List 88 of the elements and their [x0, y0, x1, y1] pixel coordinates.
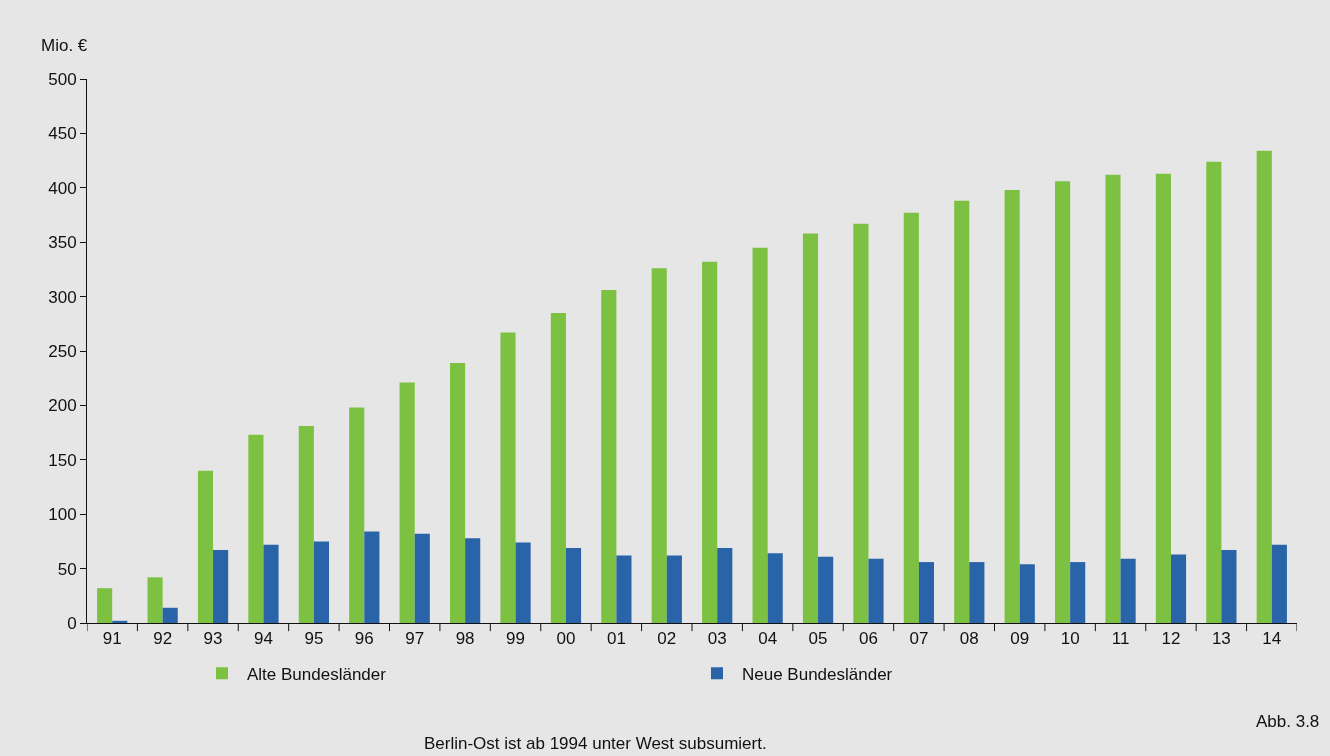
bar [465, 538, 481, 623]
bar [248, 434, 264, 623]
x-tick-label: 97 [405, 629, 425, 649]
bar [112, 620, 128, 623]
x-tick-label: 11 [1111, 629, 1130, 649]
bar [313, 541, 329, 623]
x-tick-label: 12 [1161, 629, 1181, 649]
bar [1221, 550, 1237, 623]
bar [903, 212, 919, 623]
x-tick-label: 95 [304, 629, 324, 649]
x-tick-label: 13 [1211, 629, 1231, 649]
bar [1120, 558, 1136, 623]
bar [399, 382, 415, 623]
bar [1155, 173, 1171, 623]
y-tick-label: 500 [48, 69, 77, 89]
x-tick-label: 06 [859, 629, 878, 649]
y-tick-label: 300 [48, 287, 77, 307]
bar [213, 550, 229, 623]
text: Berlin-Ost ist ab 1994 unter West subsumiert. [424, 734, 767, 753]
bar [918, 562, 934, 623]
y-tick-label: 100 [48, 505, 77, 525]
x-tick-label: 10 [1060, 629, 1080, 649]
x-tick-label: 08 [959, 629, 979, 649]
x-tick-label: 99 [506, 629, 525, 649]
bar [666, 555, 682, 623]
bar [550, 312, 566, 623]
y-tick-label: 200 [48, 396, 77, 416]
bar [450, 362, 466, 623]
bar [717, 547, 733, 623]
y-tick-label: 50 [57, 559, 77, 579]
bar [197, 470, 214, 623]
x-tick-label: 94 [254, 629, 273, 649]
bar [616, 555, 632, 623]
bar [263, 544, 279, 623]
y-tick-label: 450 [48, 124, 77, 144]
y-axis-title: Mio. € [41, 36, 88, 55]
x-tick-label: 03 [707, 629, 727, 649]
y-tick-label: 150 [48, 450, 77, 470]
x-tick-label: 91 [102, 629, 122, 649]
bar [1070, 562, 1086, 623]
x-tick-label: 09 [1010, 629, 1030, 649]
bar [97, 588, 113, 623]
bar [1055, 181, 1071, 623]
bar [802, 233, 819, 623]
y-tick-label: 350 [48, 233, 77, 253]
bar [349, 407, 365, 623]
bar [364, 531, 380, 623]
bar [298, 426, 314, 623]
bar [1004, 189, 1020, 623]
bar [1271, 544, 1287, 623]
x-tick-label: 02 [657, 629, 677, 649]
bar [868, 558, 884, 623]
x-tick-label: 96 [354, 629, 374, 649]
bar [752, 247, 768, 623]
y-tick-label: 400 [48, 178, 77, 198]
bar [1019, 564, 1035, 623]
bar [1170, 554, 1187, 623]
legend-label: Neue Bundesländer [742, 664, 893, 684]
x-tick-label: 01 [606, 629, 626, 649]
bar [500, 332, 516, 623]
y-tick-label: 250 [48, 341, 77, 361]
bar [969, 562, 985, 623]
bar [1256, 150, 1272, 623]
bar [853, 223, 869, 623]
bar [515, 542, 531, 623]
bar [1105, 174, 1121, 623]
bar [601, 290, 617, 623]
bar [147, 577, 163, 623]
bar [818, 556, 834, 623]
caption: Abb. 3.8 [1256, 712, 1320, 731]
legend-label: Alte Bundesländer [247, 664, 387, 684]
x-tick-label: 07 [909, 629, 929, 649]
bar [702, 261, 718, 623]
bar [414, 533, 430, 623]
x-tick-label: 00 [556, 629, 576, 649]
x-tick-label: 98 [455, 629, 475, 649]
bar [162, 607, 178, 623]
x-tick-label: 14 [1262, 629, 1282, 649]
x-tick-label: 04 [758, 629, 778, 649]
bar [767, 553, 783, 623]
bar [565, 547, 582, 623]
bar [1206, 161, 1222, 623]
y-tick-label: 0 [67, 613, 77, 633]
bar [651, 268, 667, 623]
x-tick-label: 92 [153, 629, 173, 649]
x-tick-label: 93 [203, 629, 223, 649]
x-tick-label: 05 [808, 629, 828, 649]
bar [954, 200, 970, 623]
